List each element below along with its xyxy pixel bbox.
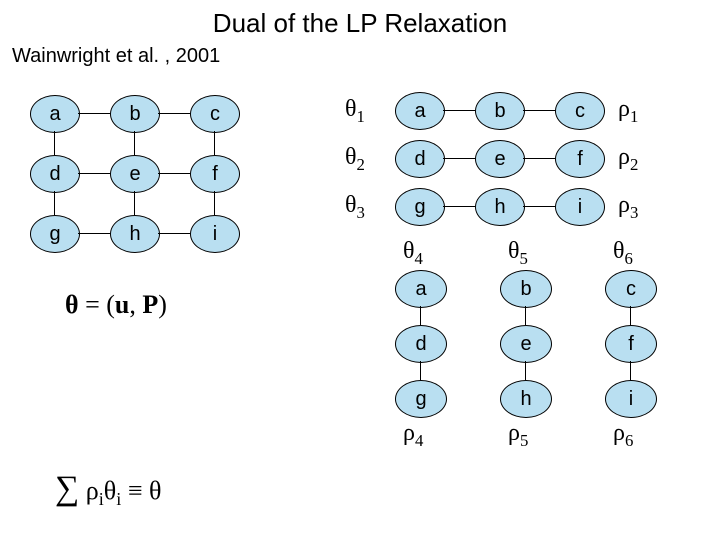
graph-edge [134,191,135,215]
symbol-label: θ6 [613,238,633,269]
graph-edge [443,158,475,159]
graph-node: c [190,95,240,133]
graph-node: a [395,92,445,130]
graph-node: h [475,188,525,226]
graph-node: a [30,95,80,133]
graph-edge [134,131,135,155]
graph-node: h [110,215,160,253]
graph-node: b [110,95,160,133]
symbol-label: ρ5 [508,420,528,451]
graph-node: h [500,380,552,418]
graph-node: e [475,140,525,178]
graph-edge [214,191,215,215]
symbol-label: θ3 [345,192,365,223]
graph-node: i [190,215,240,253]
graph-edge [420,306,421,325]
graph-edge [525,306,526,325]
formula-sum: ∑ ρiθi ≡ θ [55,470,161,510]
graph-node: c [605,270,657,308]
graph-edge [158,173,190,174]
symbol-label: ρ4 [403,420,423,451]
graph-edge [443,110,475,111]
graph-edge [420,361,421,380]
graph-node: b [475,92,525,130]
graph-edge [523,158,555,159]
graph-node: f [190,155,240,193]
symbol-label: θ5 [508,238,528,269]
graph-edge [78,113,110,114]
graph-node: d [395,140,445,178]
graph-node: e [110,155,160,193]
symbol-label: ρ3 [618,192,638,223]
graph-edge [54,131,55,155]
graph-node: a [395,270,447,308]
graph-edge [630,306,631,325]
graph-edge [158,233,190,234]
graph-edge [523,206,555,207]
graph-node: d [30,155,80,193]
symbol-label: θ2 [345,144,365,175]
graph-edge [214,131,215,155]
graph-edge [78,233,110,234]
symbol-label: ρ1 [618,96,638,127]
graph-edge [54,191,55,215]
graph-node: f [605,325,657,363]
graph-edge [630,361,631,380]
graph-node: f [555,140,605,178]
graph-edge [78,173,110,174]
symbol-label: θ4 [403,238,423,269]
page-title: Dual of the LP Relaxation [0,0,720,39]
graph-node: g [30,215,80,253]
symbol-label: θ1 [345,96,365,127]
graph-edge [443,206,475,207]
graph-node: c [555,92,605,130]
formula-theta: θ = (u, P) [65,290,167,320]
graph-node: e [500,325,552,363]
symbol-label: ρ6 [613,420,633,451]
graph-node: i [555,188,605,226]
graph-edge [158,113,190,114]
symbol-label: ρ2 [618,144,638,175]
graph-node: g [395,188,445,226]
graph-edge [523,110,555,111]
citation: Wainwright et al. , 2001 [0,45,720,68]
graph-node: d [395,325,447,363]
graph-node: b [500,270,552,308]
graph-node: g [395,380,447,418]
graph-node: i [605,380,657,418]
graph-edge [525,361,526,380]
